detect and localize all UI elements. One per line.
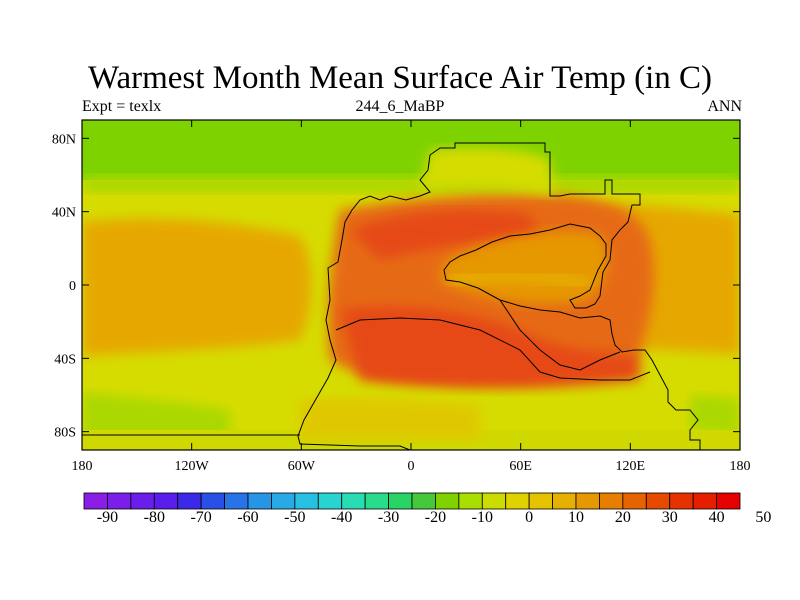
lon-tick-label: 60W bbox=[288, 459, 316, 474]
colorbar-label: -90 bbox=[96, 509, 119, 526]
colorbar-swatch bbox=[692, 492, 717, 510]
lat-tick-label: 40S bbox=[54, 352, 76, 367]
colorbar-label: 40 bbox=[708, 509, 725, 526]
colorbar-label: -50 bbox=[284, 509, 306, 526]
colorbar-swatch bbox=[552, 492, 577, 510]
experiment-label: Expt = texlx bbox=[82, 98, 162, 115]
north-polar-cold-band bbox=[82, 120, 740, 180]
colorbar-swatch bbox=[388, 492, 413, 510]
colorbar-swatch bbox=[599, 492, 624, 510]
map-axes: 180 120W 60W 0 60E 120E 180 80N 40N 0 40S 80S bbox=[52, 119, 751, 474]
south-cold-patch-east bbox=[690, 395, 740, 435]
colorbar-label: -40 bbox=[331, 509, 353, 526]
colorbar-swatch bbox=[294, 492, 319, 510]
colorbar-label: -10 bbox=[471, 509, 493, 526]
colorbar-label: 0 bbox=[525, 509, 534, 526]
lat-tick-label: 40N bbox=[52, 206, 76, 221]
colorbar-swatch bbox=[364, 492, 389, 510]
colorbar-swatch bbox=[669, 492, 694, 510]
colorbar-swatch bbox=[622, 492, 647, 510]
lon-tick-label: 120W bbox=[175, 459, 210, 474]
colorbar-swatch bbox=[716, 492, 741, 510]
coastline bbox=[429, 142, 701, 450]
colorbar-swatch bbox=[224, 492, 249, 510]
colorbar-swatch bbox=[411, 492, 436, 510]
colorbar-swatch bbox=[107, 492, 132, 510]
south-cold-patch-west bbox=[82, 392, 230, 440]
western-warm-region bbox=[82, 218, 312, 356]
temperature-field bbox=[82, 120, 740, 450]
colorbar bbox=[83, 492, 741, 510]
colorbar-label: -20 bbox=[424, 509, 447, 526]
plot-title: Warmest Month Mean Surface Air Temp (in … bbox=[87, 60, 713, 96]
colorbar-swatch bbox=[271, 492, 296, 510]
lon-tick-label: 0 bbox=[408, 459, 415, 474]
colorbar-swatch bbox=[341, 492, 366, 510]
colorbar-swatch bbox=[200, 492, 225, 510]
colorbar-label: -60 bbox=[237, 509, 259, 526]
lat-tick-label: 80N bbox=[52, 132, 76, 147]
lon-tick-label: 60E bbox=[509, 459, 532, 474]
lon-tick-label: 180 bbox=[730, 459, 751, 474]
colorbar-swatch bbox=[458, 492, 483, 510]
colorbar-label: -80 bbox=[143, 509, 165, 526]
colorbar-swatch bbox=[317, 492, 343, 510]
colorbar-swatch bbox=[247, 492, 272, 510]
lon-tick-label: 120E bbox=[616, 459, 646, 474]
colorbar-label: 50 bbox=[755, 509, 772, 526]
colorbar-label: -70 bbox=[190, 509, 212, 526]
colorbar-swatch bbox=[481, 492, 507, 510]
tethys-sea bbox=[440, 231, 608, 304]
lat-tick-label: 0 bbox=[69, 279, 76, 294]
colorbar-swatch bbox=[528, 492, 553, 510]
lat-tick-label: 80S bbox=[54, 426, 76, 441]
colorbar-swatch bbox=[575, 492, 600, 510]
colorbar-label: 10 bbox=[568, 509, 584, 526]
colorbar-swatch bbox=[645, 492, 671, 510]
colorbar-swatch bbox=[435, 492, 460, 510]
colorbar-swatch bbox=[177, 492, 202, 510]
colorbar-swatch bbox=[505, 492, 530, 510]
season-label: ANN bbox=[707, 98, 742, 115]
colorbar-label: 30 bbox=[661, 509, 678, 526]
time-label: 244_6_MaBP bbox=[355, 98, 445, 115]
colorbar-swatch bbox=[130, 492, 155, 510]
colorbar-label: -30 bbox=[377, 509, 400, 526]
lon-tick-label: 180 bbox=[72, 459, 93, 474]
colorbar-label: 20 bbox=[614, 509, 631, 526]
colorbar-swatch bbox=[153, 492, 179, 510]
colorbar-swatch bbox=[83, 492, 108, 510]
